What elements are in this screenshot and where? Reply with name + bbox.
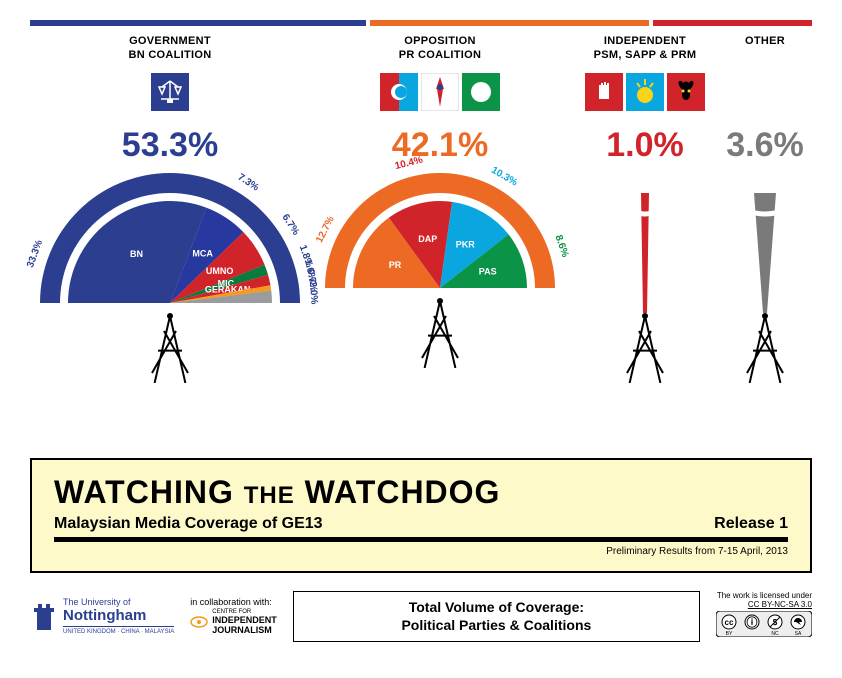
slice-pct: 12.7% bbox=[314, 214, 337, 244]
dial-wrap: PR12.7%DAP10.4%PKR10.3%PAS8.6% bbox=[325, 173, 555, 303]
footer-box-line2: Political Parties & Coalitions bbox=[312, 616, 681, 635]
svg-text:SA: SA bbox=[795, 631, 802, 637]
col-header: OPPOSITIONPR COALITION bbox=[310, 34, 570, 63]
tower-icon bbox=[623, 311, 667, 383]
flags bbox=[310, 73, 570, 111]
cij-eye-icon bbox=[190, 613, 208, 631]
cij-line2: INDEPENDENT bbox=[212, 615, 277, 625]
title-sub: Malaysian Media Coverage of GE13 bbox=[54, 515, 323, 533]
col-header: GOVERNMENTBN COALITION bbox=[30, 34, 310, 63]
col-header: OTHER bbox=[720, 34, 810, 63]
pct: 3.6% bbox=[720, 126, 810, 165]
slice-pct: 6.7% bbox=[280, 212, 302, 237]
cc-link[interactable]: CC BY-NC-SA 3.0 bbox=[716, 600, 812, 609]
wedge-wrap bbox=[605, 193, 685, 318]
dial-area: BN33.3%MCA7.3%UMNO6.7%MIC1.8%GERAKAN1.6%… bbox=[30, 173, 310, 438]
slice-label: PR bbox=[389, 260, 402, 270]
column-0: GOVERNMENTBN COALITION53.3%BN33.3%MCA7.3… bbox=[30, 34, 310, 438]
flag-icon bbox=[151, 73, 189, 111]
title-word1: WATCHING bbox=[54, 474, 234, 510]
svg-text:cc: cc bbox=[725, 618, 734, 627]
title-main: WATCHING THE WATCHDOG bbox=[54, 474, 788, 511]
uni-line1: The University of bbox=[63, 597, 174, 607]
page: GOVERNMENTBN COALITION 53.3% BN 33.3% MCA 7.3… bbox=[0, 0, 842, 662]
nottingham-castle-icon bbox=[30, 598, 58, 634]
cij-line3: JOURNALISM bbox=[212, 625, 277, 635]
slice-pct: 8.6% bbox=[553, 233, 571, 258]
columns: GOVERNMENTBN COALITION53.3%BN33.3%MCA7.3… bbox=[30, 34, 812, 438]
cc-badge-icon: cc ⓘ $ BYNCSA bbox=[716, 611, 812, 637]
bar-opp bbox=[370, 20, 649, 26]
title-the: THE bbox=[244, 482, 295, 509]
tower-icon bbox=[148, 311, 192, 383]
cc-label: The work is licensed under bbox=[716, 591, 812, 600]
flag-icon bbox=[462, 73, 500, 111]
slice-label: UMNO bbox=[206, 265, 234, 275]
dial: BN33.3%MCA7.3%UMNO6.7%MIC1.8%GERAKAN1.6%… bbox=[40, 173, 300, 313]
pct: 42.1% bbox=[310, 126, 570, 165]
top-bars bbox=[30, 20, 812, 26]
slice-label: MCA bbox=[192, 248, 213, 258]
footer-collab: in collaboration with: CENTRE FOR INDEPE… bbox=[190, 597, 277, 635]
title-release: Release 1 bbox=[714, 515, 788, 533]
wedge bbox=[605, 193, 685, 313]
footer-box: Total Volume of Coverage: Political Part… bbox=[293, 591, 700, 643]
slice-label: PAS bbox=[479, 266, 497, 276]
dial-area bbox=[570, 173, 720, 438]
collab-label: in collaboration with: bbox=[190, 597, 277, 607]
flag-icon bbox=[585, 73, 623, 111]
dial: PR12.7%DAP10.4%PKR10.3%PAS8.6% bbox=[325, 173, 555, 298]
footer-university: The University of Nottingham UNITED KING… bbox=[30, 597, 174, 635]
column-3: OTHER 3.6% bbox=[720, 34, 810, 438]
wedge bbox=[725, 193, 805, 313]
slice-label: DAP bbox=[418, 234, 437, 244]
uni-line2: Nottingham bbox=[63, 607, 174, 624]
flag-icon bbox=[421, 73, 459, 111]
pct: 1.0% bbox=[570, 126, 720, 165]
flag-icon bbox=[626, 73, 664, 111]
col-header: INDEPENDENTPSM, SAPP & PRM bbox=[570, 34, 720, 63]
title-rule bbox=[54, 537, 788, 542]
uni-line3: UNITED KINGDOM · CHINA · MALAYSIA bbox=[63, 626, 174, 635]
slice-label: PKR bbox=[456, 239, 476, 249]
slice-pct: 10.3% bbox=[489, 164, 519, 188]
flags bbox=[570, 73, 720, 111]
dial-area bbox=[720, 173, 810, 438]
slice-label: BN bbox=[130, 249, 143, 259]
svg-text:BY: BY bbox=[726, 631, 733, 637]
bar-ind bbox=[653, 20, 812, 26]
dial-wrap: BN33.3%MCA7.3%UMNO6.7%MIC1.8%GERAKAN1.6%… bbox=[40, 173, 300, 318]
slice-pct: 7.3% bbox=[236, 171, 261, 193]
wedge-wrap bbox=[725, 193, 805, 318]
title-word2: WATCHDOG bbox=[305, 474, 501, 510]
footer-cc: The work is licensed under CC BY-NC-SA 3… bbox=[716, 591, 812, 642]
footer: The University of Nottingham UNITED KING… bbox=[30, 591, 812, 643]
flag-icon bbox=[380, 73, 418, 111]
pct: 53.3% bbox=[30, 126, 310, 165]
title-small: Preliminary Results from 7-15 April, 201… bbox=[54, 546, 788, 557]
title-box: WATCHING THE WATCHDOG Malaysian Media Co… bbox=[30, 458, 812, 573]
column-2: INDEPENDENTPSM, SAPP & PRM 1.0% bbox=[570, 34, 720, 438]
tower-icon bbox=[743, 311, 787, 383]
slice-pct: 33.3% bbox=[25, 238, 45, 269]
flag-icon bbox=[667, 73, 705, 111]
footer-box-line1: Total Volume of Coverage: bbox=[312, 598, 681, 617]
tower-icon bbox=[418, 296, 462, 368]
svg-text:NC: NC bbox=[771, 631, 779, 637]
column-1: OPPOSITIONPR COALITION42.1%PR12.7%DAP10.… bbox=[310, 34, 570, 438]
svg-text:ⓘ: ⓘ bbox=[747, 615, 758, 629]
bar-gov bbox=[30, 20, 366, 26]
flags bbox=[30, 73, 310, 111]
dial-area: PR12.7%DAP10.4%PKR10.3%PAS8.6% bbox=[310, 173, 570, 438]
